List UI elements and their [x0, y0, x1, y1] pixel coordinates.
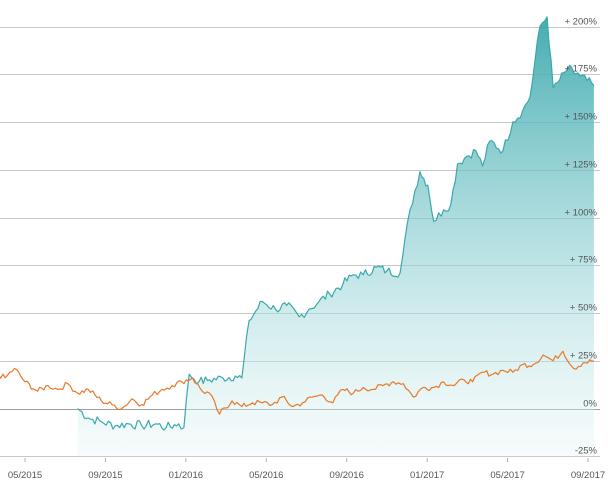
y-tick-label: + 50% — [570, 303, 598, 314]
y-tick-label: + 150% — [565, 112, 598, 123]
x-tick-label: 05/2015 — [8, 470, 42, 481]
x-tick-label: 09/2017 — [571, 470, 605, 481]
x-tick-label: 09/2016 — [330, 470, 364, 481]
y-tick-label: + 125% — [565, 160, 598, 171]
series-lines — [0, 16, 595, 431]
y-tick-label: -25% — [575, 446, 598, 457]
y-tick-label: + 75% — [570, 255, 598, 266]
x-tick-label: 05/2016 — [249, 470, 283, 481]
y-tick-label: + 25% — [570, 351, 598, 362]
y-tick-label: + 100% — [565, 208, 598, 219]
y-tick-label: 0% — [583, 399, 597, 410]
series-line-1 — [77, 16, 595, 431]
series-line-2 — [0, 350, 595, 415]
series-area-1 — [77, 16, 594, 457]
x-tick-label: 01/2016 — [169, 470, 203, 481]
x-tick-label: 09/2015 — [88, 470, 122, 481]
y-tick-label: + 200% — [565, 17, 598, 28]
y-axis-labels: + 200% + 175% + 150% + 125% + 100% + 75% + 50%… — [565, 17, 598, 457]
series-areas — [77, 16, 594, 457]
y-tick-label: + 175% — [565, 64, 598, 75]
x-axis-labels: 05/2015 09/2015 01/2016 05/2016 09/2016 01/20… — [8, 458, 605, 481]
x-tick-label: 05/2017 — [490, 470, 524, 481]
x-tick-label: 01/2017 — [410, 470, 444, 481]
